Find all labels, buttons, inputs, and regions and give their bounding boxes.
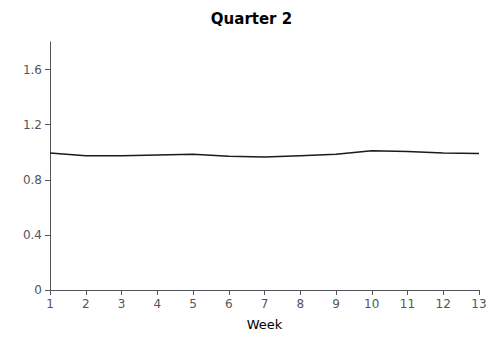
svg-text:5: 5 — [189, 297, 197, 311]
svg-text:4: 4 — [153, 297, 161, 311]
svg-text:11: 11 — [400, 297, 415, 311]
svg-text:1: 1 — [46, 297, 54, 311]
svg-text:Week: Week — [247, 317, 283, 332]
svg-text:13: 13 — [471, 297, 486, 311]
svg-text:8: 8 — [296, 297, 304, 311]
svg-text:12: 12 — [436, 297, 451, 311]
svg-text:9: 9 — [332, 297, 340, 311]
svg-text:2: 2 — [82, 297, 90, 311]
svg-text:6: 6 — [225, 297, 233, 311]
svg-text:0.4: 0.4 — [23, 228, 42, 242]
svg-text:Quarter 2: Quarter 2 — [211, 10, 292, 28]
svg-text:1.2: 1.2 — [23, 118, 42, 132]
svg-text:3: 3 — [118, 297, 126, 311]
svg-text:10: 10 — [364, 297, 379, 311]
svg-text:0: 0 — [34, 283, 42, 297]
svg-text:0.8: 0.8 — [23, 173, 42, 187]
svg-text:1.6: 1.6 — [23, 63, 42, 77]
svg-text:7: 7 — [261, 297, 269, 311]
